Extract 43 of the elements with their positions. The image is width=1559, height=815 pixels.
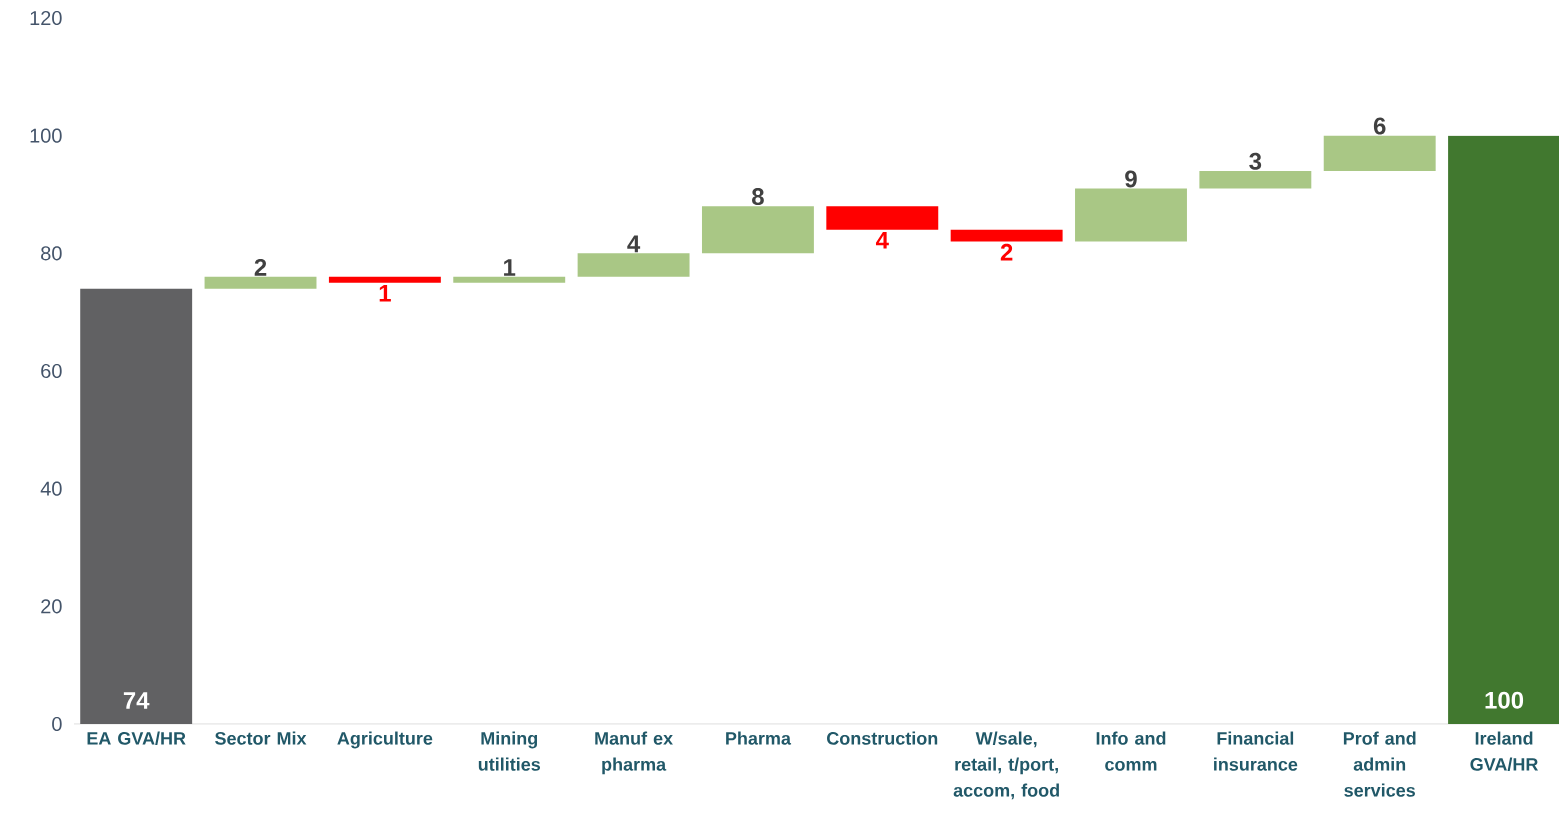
data-label: 6 [1373,117,1386,135]
bar [204,276,317,289]
data-label: 9 [1125,170,1137,188]
bar [1323,135,1436,171]
x-tick-label: Prof and admin services [1343,731,1416,797]
data-label: 2 [254,258,267,276]
y-tick-label: 0 [52,716,62,732]
bar [328,276,441,283]
y-tick-label: 40 [40,481,62,496]
x-tick-label: Construction [827,731,938,745]
bar [826,206,939,230]
x-tick-label: W/sale, retail, t/port, accom, food [953,731,1059,800]
bar [453,276,566,283]
x-tick-label: Mining utilities [478,731,541,771]
data-label: 4 [627,235,641,253]
data-label: 2 [1000,243,1013,261]
x-tick-label: Ireland GVA/HR [1470,731,1539,771]
data-label: 1 [504,259,516,276]
bar [1075,188,1187,242]
bar [1199,170,1312,189]
bar [1448,135,1559,724]
x-tick-label: Financial insurance [1214,731,1298,771]
data-label: 74 [123,692,150,709]
x-tick-label: Info and comm [1096,731,1166,771]
x-tick-label: Agriculture [337,731,433,749]
bar [80,288,193,724]
data-label: 100 [1485,691,1524,709]
data-label: 1 [379,284,391,302]
bar [577,253,690,277]
bar [950,229,1063,242]
bar [701,206,814,254]
data-label: 4 [875,232,889,249]
y-tick-label: 120 [30,10,62,26]
x-tick-label: Sector Mix [215,731,307,745]
y-tick-label: 80 [41,246,62,261]
x-tick-label: EA GVA/HR [87,731,186,745]
x-tick-label: Manuf ex pharma [595,731,673,775]
data-label: 8 [752,188,764,206]
y-tick-label: 100 [30,128,62,143]
x-tick-label: Pharma [726,731,792,745]
y-tick-label: 20 [41,599,62,614]
y-tick-label: 60 [41,363,62,379]
data-label: 3 [1249,152,1262,170]
